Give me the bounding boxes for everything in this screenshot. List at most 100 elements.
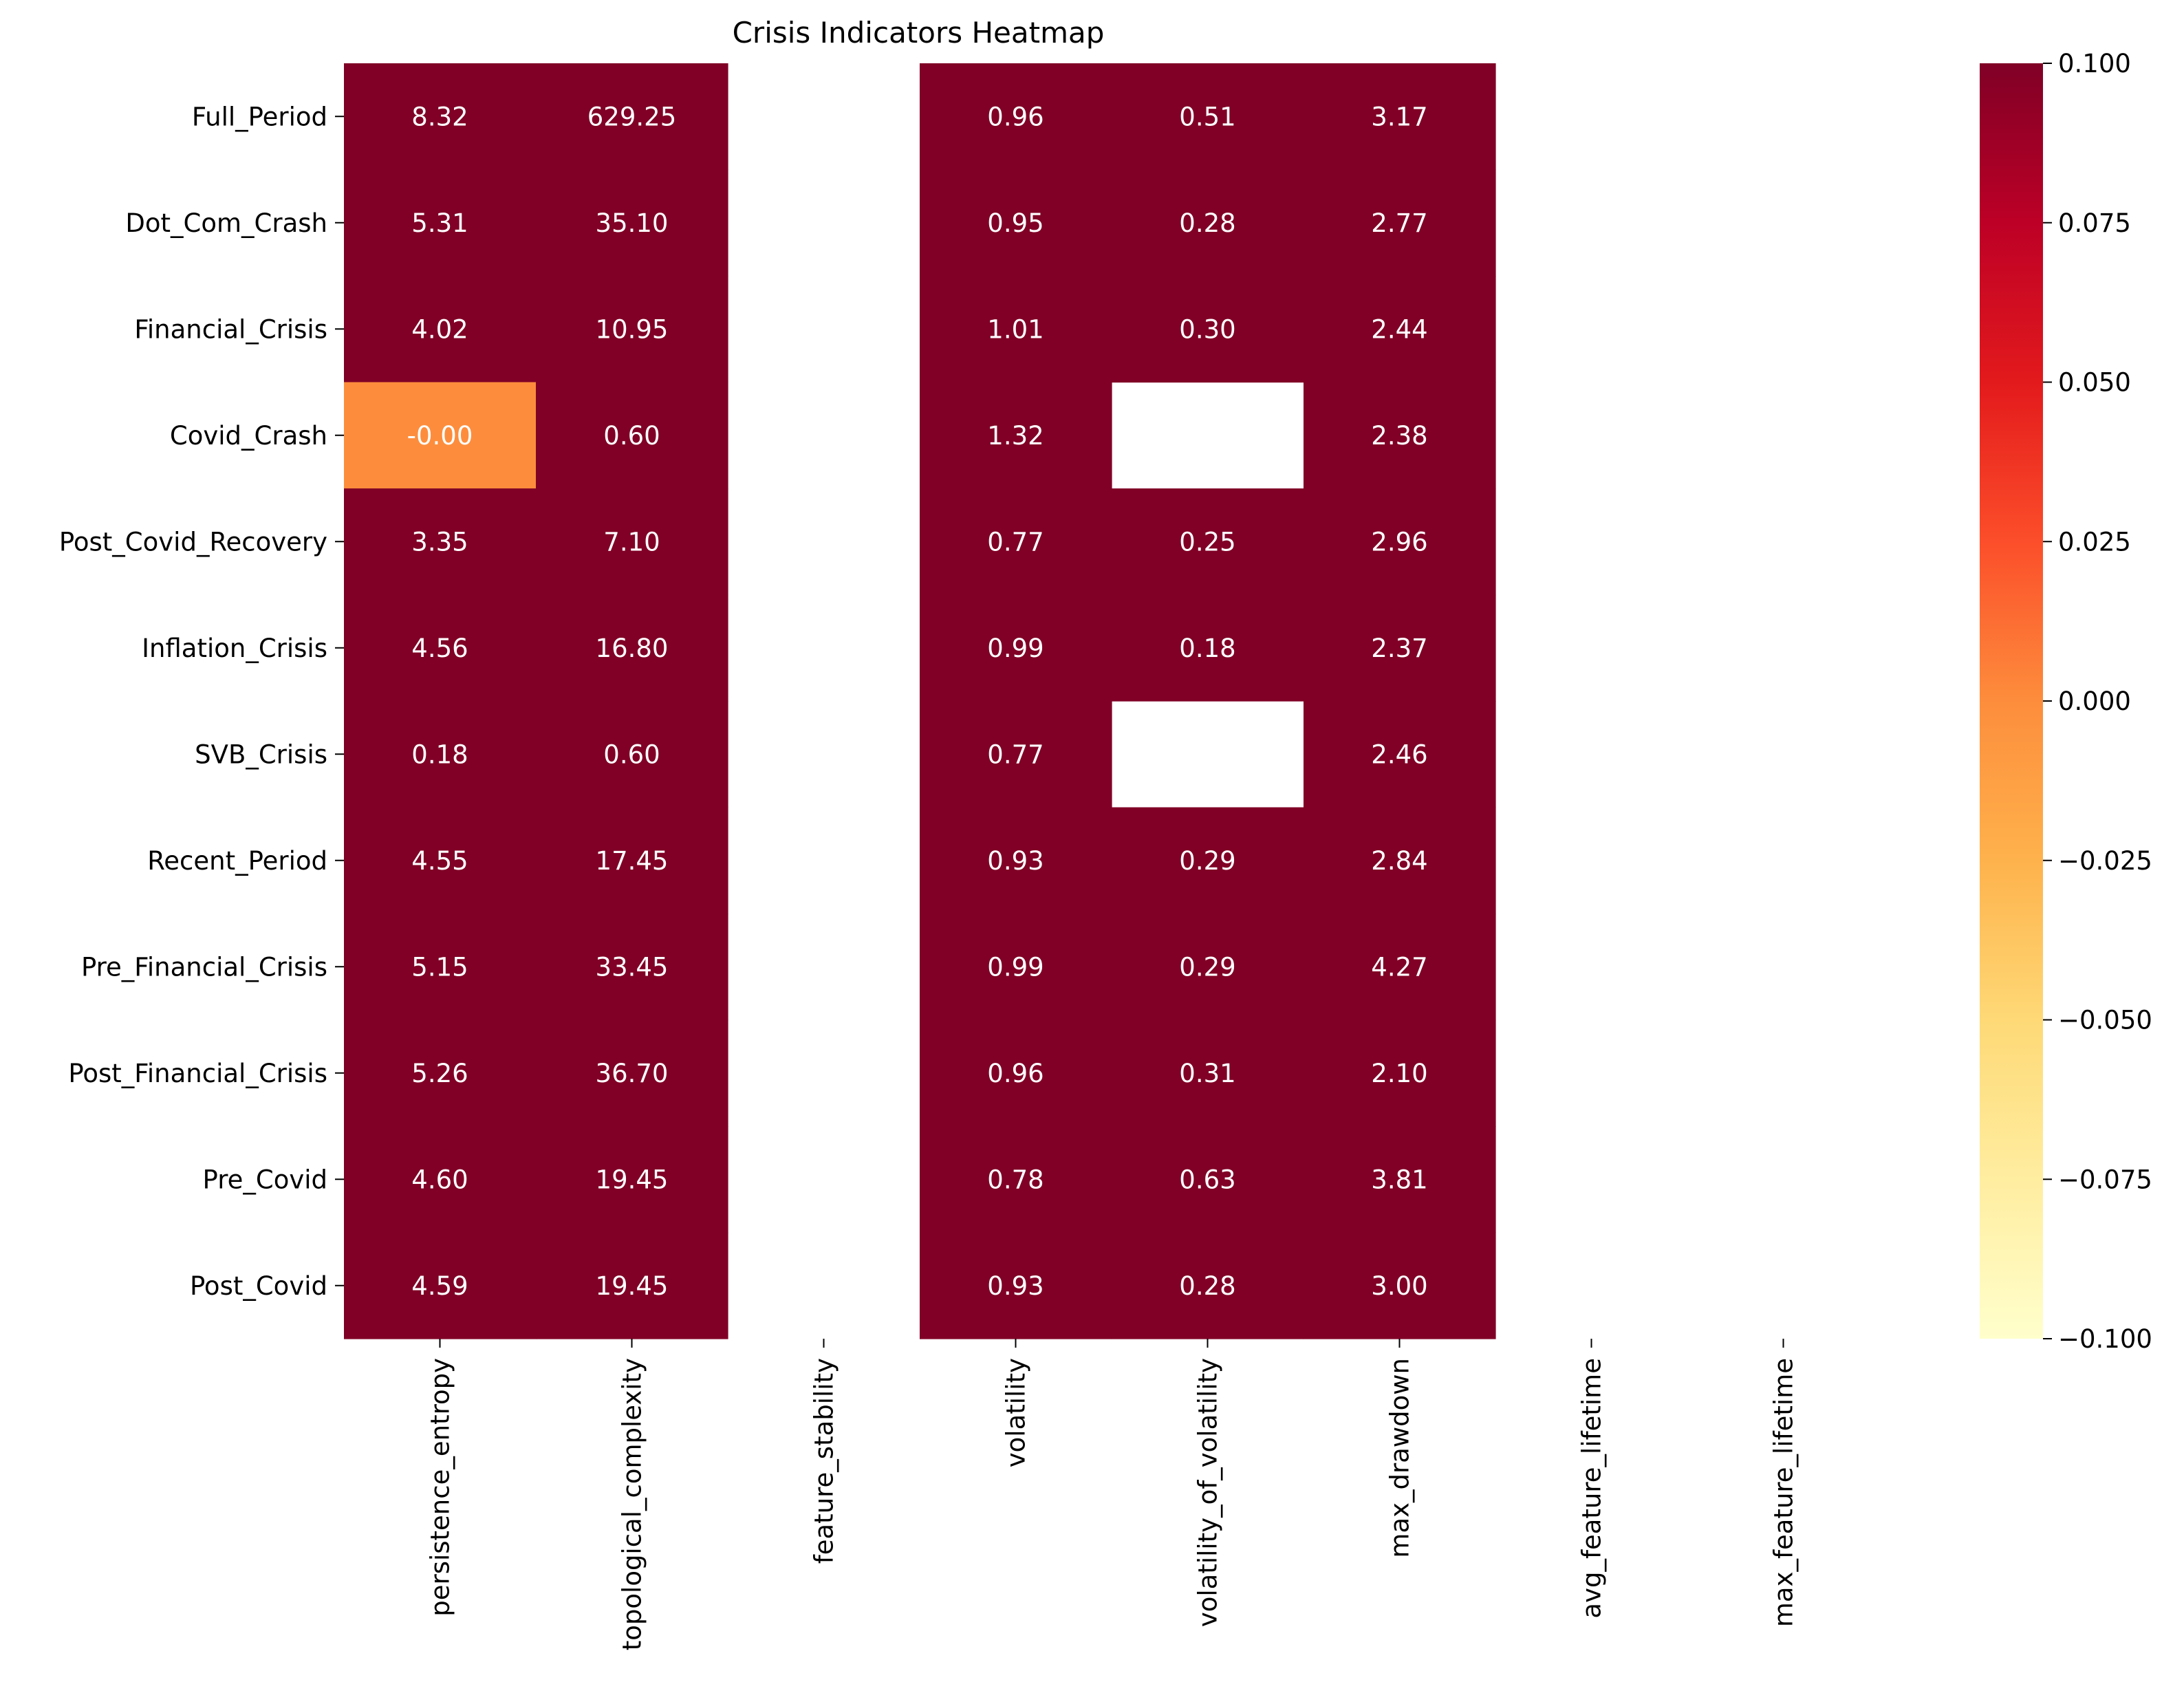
- heatmap-cell: [920, 914, 1112, 1021]
- heatmap-cell: [1304, 382, 1496, 489]
- cell-value-label: 4.02: [411, 314, 468, 344]
- cell-value-label: 19.45: [596, 1165, 669, 1194]
- cell-value-label: 3.35: [411, 527, 468, 557]
- heatmap-cell: [536, 1126, 728, 1233]
- colorbar-tick-label: −0.050: [2058, 1006, 2152, 1035]
- heatmap-cell-labels: 8.32 629.25 0.96 0.51 3.17 5.31 35.10 0.95 0.28 2…: [407, 102, 1428, 1301]
- cell-value-label: 0.93: [987, 1271, 1044, 1301]
- heatmap-cell: [536, 276, 728, 383]
- heatmap-cell: [1304, 1126, 1496, 1233]
- cell-value-label: 4.60: [411, 1165, 468, 1194]
- heatmap-cell: [1112, 914, 1304, 1021]
- heatmap-cell: [920, 488, 1112, 596]
- cell-value-label: 0.96: [987, 102, 1044, 131]
- x-tick-label: topological_complexity: [618, 1358, 647, 1650]
- heatmap-cell: [1304, 169, 1496, 277]
- heatmap-cell: [344, 63, 537, 171]
- heatmap-cell: [536, 169, 728, 277]
- cell-value-label: 1.01: [987, 314, 1044, 344]
- heatmap-cell: [344, 382, 537, 489]
- cell-value-label: 0.77: [987, 527, 1044, 557]
- cell-value-label: 2.44: [1371, 314, 1427, 344]
- y-tick-label: Pre_Covid: [203, 1165, 327, 1194]
- cell-value-label: 10.95: [596, 314, 669, 344]
- heatmap-cell: [536, 382, 728, 489]
- cell-value-label: 4.56: [411, 634, 468, 663]
- cell-value-label: 1.32: [987, 421, 1044, 451]
- heatmap-cell: [1112, 488, 1304, 596]
- cell-value-label: 3.00: [1371, 1271, 1427, 1301]
- colorbar-tick-label: 0.050: [2058, 368, 2131, 398]
- y-tick-label: Recent_Period: [147, 846, 327, 876]
- x-tick-label: volatility_of_volatility: [1193, 1358, 1223, 1627]
- colorbar-tick-label: −0.100: [2058, 1324, 2152, 1354]
- heatmap-cell: [920, 63, 1112, 171]
- heatmap-cell: [344, 914, 537, 1021]
- heatmap-cell: [1112, 1020, 1304, 1127]
- heatmap-cell: [344, 488, 537, 596]
- heatmap-cell: [344, 701, 537, 808]
- heatmap-cell: [344, 594, 537, 702]
- cell-value-label: 0.29: [1179, 846, 1235, 876]
- cell-value-label: 0.18: [411, 740, 468, 769]
- y-tick-label: Post_Financial_Crisis: [68, 1059, 327, 1088]
- heatmap-cell: [1112, 807, 1304, 914]
- y-tick-label: Post_Covid: [190, 1271, 327, 1301]
- heatmap-cell: [1112, 594, 1304, 702]
- heatmap-cell: [920, 276, 1112, 383]
- cell-value-label: 0.31: [1179, 1059, 1235, 1088]
- heatmap-cell: [1304, 594, 1496, 702]
- y-tick-label: SVB_Crisis: [195, 740, 327, 769]
- heatmap-cell: [1112, 63, 1304, 171]
- x-tick-label: avg_feature_lifetime: [1577, 1358, 1607, 1619]
- chart-title: Crisis Indicators Heatmap: [733, 16, 1105, 50]
- cell-value-label: 3.81: [1371, 1165, 1427, 1194]
- heatmap-cell: [1112, 1232, 1304, 1339]
- heatmap-cell: [536, 914, 728, 1021]
- heatmap-cell: [1304, 1232, 1496, 1339]
- x-tick-label: max_drawdown: [1385, 1358, 1415, 1558]
- x-tick-label: max_feature_lifetime: [1769, 1358, 1799, 1627]
- colorbar-tick-label: −0.075: [2058, 1165, 2152, 1194]
- heatmap-cell: [536, 1232, 728, 1339]
- cell-value-label: 5.31: [411, 208, 468, 238]
- heatmap-cell: [1304, 701, 1496, 808]
- cell-value-label: 0.95: [987, 208, 1044, 238]
- cell-value-label: 2.46: [1371, 740, 1427, 769]
- heatmap-cell: [536, 63, 728, 171]
- y-tick-label: Post_Covid_Recovery: [59, 527, 327, 557]
- cell-value-label: 33.45: [596, 952, 669, 982]
- cell-value-label: 2.77: [1371, 208, 1427, 238]
- x-tick-label: volatility: [1002, 1358, 1031, 1467]
- heatmap-cell: [920, 1126, 1112, 1233]
- cell-value-label: 7.10: [603, 527, 660, 557]
- heatmap-cell: [536, 701, 728, 808]
- colorbar-tick-label: −0.025: [2058, 846, 2152, 876]
- colorbar-tick-label: 0.100: [2058, 49, 2131, 78]
- heatmap-cell: [920, 1020, 1112, 1127]
- heatmap-cell: [536, 807, 728, 914]
- heatmap-cell: [920, 594, 1112, 702]
- y-tick-label: Financial_Crisis: [134, 314, 327, 344]
- heatmap-cell: [1304, 488, 1496, 596]
- y-tick-label: Covid_Crash: [170, 421, 327, 451]
- cell-value-label: 4.55: [411, 846, 468, 876]
- heatmap-cell: [1304, 276, 1496, 383]
- y-axis: Full_Period Dot_Com_Crash Financial_Crisis…: [59, 102, 344, 1301]
- colorbar-tick-label: 0.025: [2058, 527, 2131, 557]
- cell-value-label: 16.80: [596, 634, 669, 663]
- heatmap-cell: [344, 276, 537, 383]
- cell-value-label: 0.78: [987, 1165, 1044, 1194]
- cell-value-label: 0.60: [603, 740, 660, 769]
- cell-value-label: 0.60: [603, 421, 660, 451]
- y-tick-label: Dot_Com_Crash: [125, 208, 327, 238]
- heatmap-cell: [920, 169, 1112, 277]
- cell-value-label: 0.63: [1179, 1165, 1235, 1194]
- y-tick-label: Inflation_Crisis: [142, 634, 327, 663]
- cell-value-label: 0.51: [1179, 102, 1235, 131]
- heatmap-cell: [1304, 807, 1496, 914]
- cell-value-label: 0.18: [1179, 634, 1235, 663]
- cell-value-label: 36.70: [596, 1059, 669, 1088]
- colorbar: 0.100 0.075 0.050 0.025 0.000 −0.025 −0.050 −0.…: [1980, 49, 2152, 1354]
- heatmap-cell: [1112, 276, 1304, 383]
